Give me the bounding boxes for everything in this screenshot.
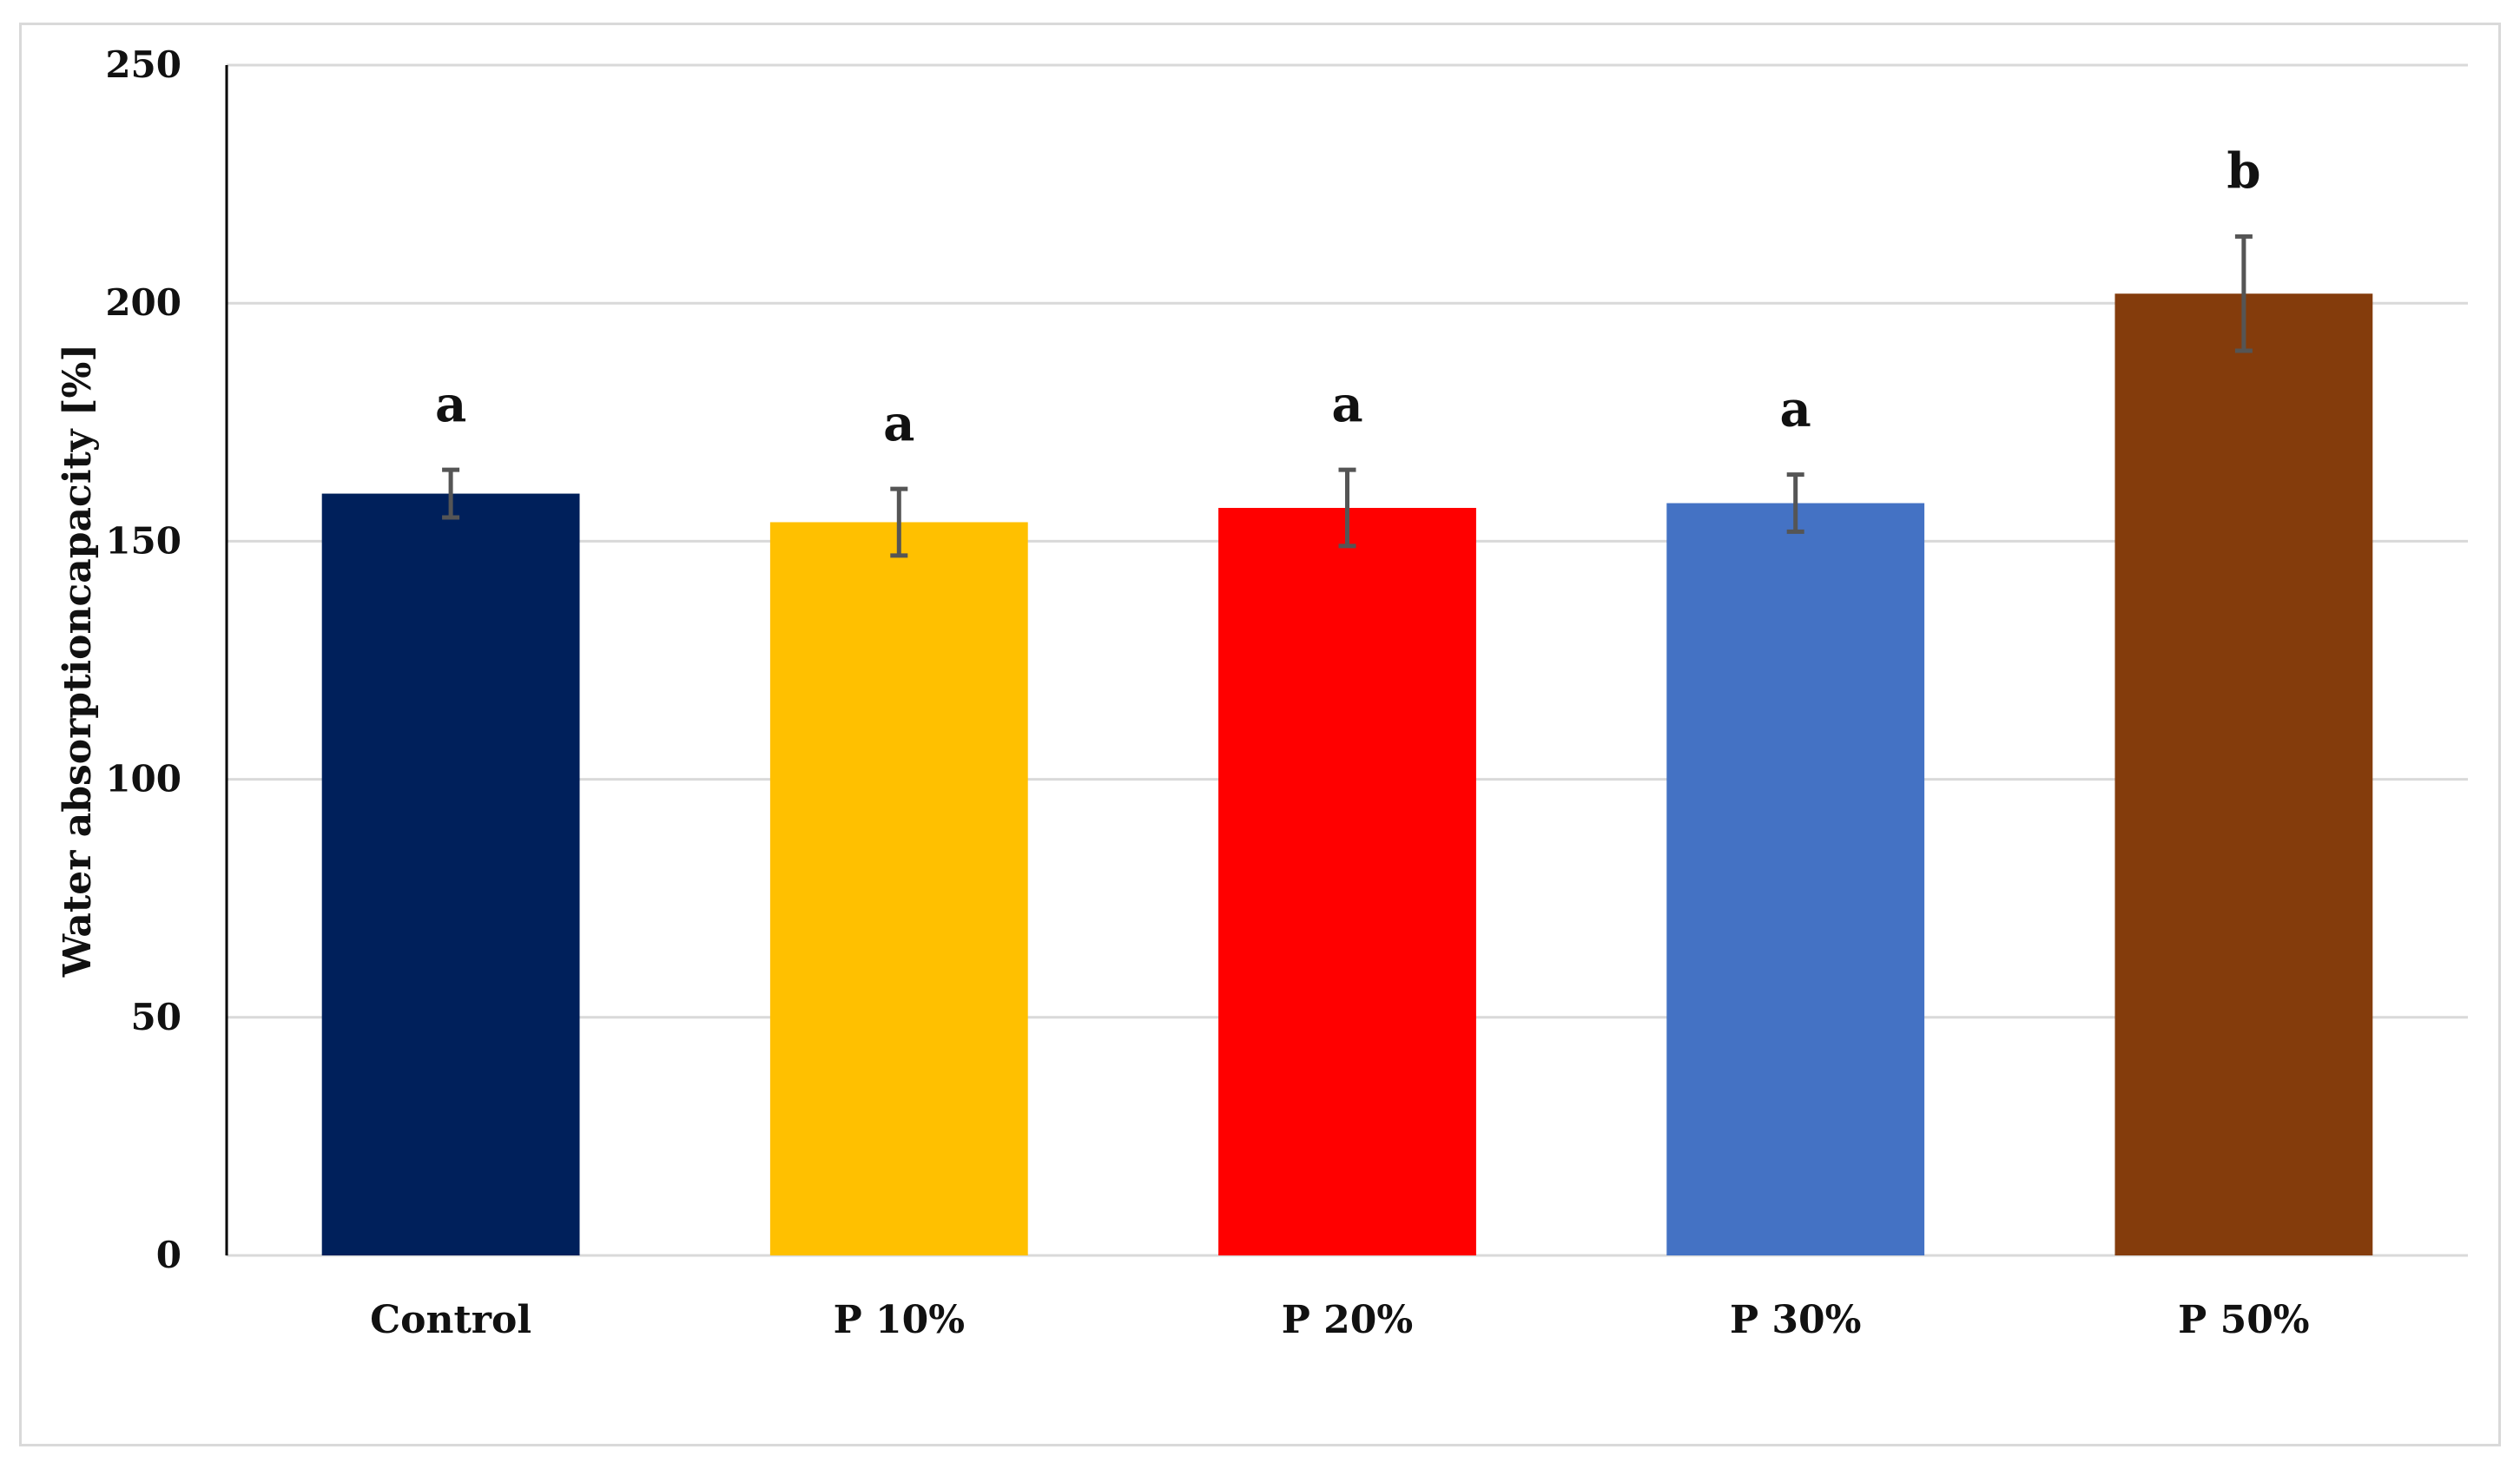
y-tick-label-50: 50 <box>131 996 181 1038</box>
significance-letter-2: a <box>1331 376 1362 433</box>
y-tick-labels: 0 50 100 150 200 250 <box>105 43 181 1276</box>
error-bar-2 <box>1338 467 1356 549</box>
significance-letter-4: b <box>2226 142 2260 200</box>
bars <box>321 293 2373 1256</box>
y-tick-label-150: 150 <box>105 519 181 562</box>
y-tick-label-200: 200 <box>105 281 181 324</box>
gridlines <box>227 63 2468 1257</box>
bar-1 <box>769 522 1028 1255</box>
error-bar-3 <box>1786 472 1804 534</box>
bar-2 <box>1218 508 1476 1255</box>
error-bars <box>442 234 2253 558</box>
category-labels: Control P 10% P 20% P 30% P 50% <box>370 1298 2309 1342</box>
category-label-1: P 10% <box>834 1298 965 1342</box>
significance-letters: a a a a b <box>435 142 2261 452</box>
bar-4 <box>2114 293 2373 1256</box>
error-bar-0 <box>442 467 460 520</box>
category-label-4: P 50% <box>2178 1298 2309 1342</box>
significance-letter-0: a <box>435 376 466 433</box>
y-tick-label-100: 100 <box>105 758 181 800</box>
significance-letter-3: a <box>1780 381 1811 438</box>
error-bar-1 <box>890 486 908 558</box>
category-label-0: Control <box>370 1298 531 1342</box>
y-axis-title: Water absorptioncapacity [%] <box>56 344 100 978</box>
bar-3 <box>1666 503 1925 1255</box>
bar-0 <box>321 493 580 1255</box>
category-label-2: P 20% <box>1282 1298 1413 1342</box>
y-tick-label-250: 250 <box>105 43 181 86</box>
y-tick-label-0: 0 <box>156 1234 181 1276</box>
significance-letter-1: a <box>883 395 914 452</box>
category-label-3: P 30% <box>1730 1298 1861 1342</box>
error-bar-4 <box>2234 234 2253 353</box>
